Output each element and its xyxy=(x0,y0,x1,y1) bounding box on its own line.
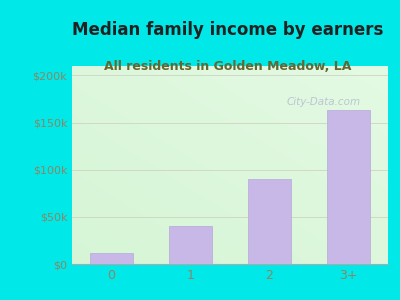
Bar xyxy=(248,179,291,264)
Text: All residents in Golden Meadow, LA: All residents in Golden Meadow, LA xyxy=(104,60,352,73)
Text: City-Data.com: City-Data.com xyxy=(287,97,361,106)
Bar xyxy=(90,253,133,264)
Bar xyxy=(327,110,370,264)
Bar xyxy=(169,226,212,264)
Text: Median family income by earners: Median family income by earners xyxy=(72,21,384,39)
